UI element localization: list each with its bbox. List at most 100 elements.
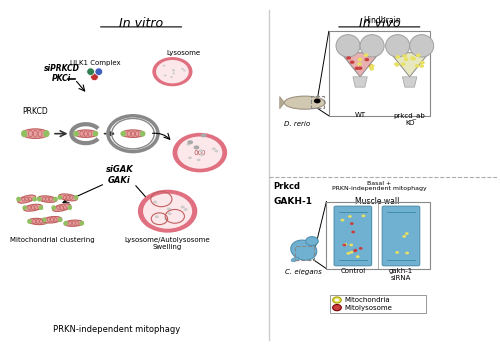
Text: PRKN-independent mitophagy: PRKN-independent mitophagy: [54, 326, 180, 335]
FancyBboxPatch shape: [334, 206, 372, 266]
Circle shape: [181, 205, 185, 209]
Text: GAKH-1: GAKH-1: [274, 197, 312, 206]
Circle shape: [370, 64, 374, 68]
Ellipse shape: [410, 35, 434, 57]
Ellipse shape: [93, 131, 98, 136]
Circle shape: [194, 145, 200, 149]
Text: Muscle wall: Muscle wall: [354, 197, 399, 206]
Circle shape: [181, 68, 184, 70]
Text: D. rerio: D. rerio: [284, 121, 310, 127]
Circle shape: [402, 54, 407, 58]
Circle shape: [138, 190, 196, 232]
Circle shape: [402, 235, 406, 238]
Circle shape: [172, 72, 175, 74]
Circle shape: [350, 244, 353, 246]
Text: Hindbrain: Hindbrain: [363, 16, 401, 25]
Ellipse shape: [28, 218, 48, 225]
Ellipse shape: [44, 130, 50, 137]
Ellipse shape: [336, 35, 360, 57]
Circle shape: [405, 232, 408, 235]
Ellipse shape: [37, 197, 42, 201]
Circle shape: [162, 65, 166, 66]
Circle shape: [167, 208, 172, 211]
Circle shape: [200, 150, 203, 152]
Ellipse shape: [80, 221, 84, 225]
Circle shape: [362, 215, 366, 217]
Circle shape: [354, 66, 360, 70]
Circle shape: [350, 61, 354, 64]
Bar: [326, 202, 430, 269]
Ellipse shape: [58, 194, 78, 201]
Ellipse shape: [90, 73, 98, 80]
Circle shape: [405, 252, 409, 254]
Text: gakh-1
siRNA: gakh-1 siRNA: [389, 268, 413, 281]
Polygon shape: [402, 77, 417, 87]
Ellipse shape: [74, 131, 78, 136]
Circle shape: [368, 65, 374, 69]
Circle shape: [212, 147, 216, 150]
Circle shape: [364, 54, 368, 57]
Text: Basal mitophagy: Basal mitophagy: [335, 296, 400, 305]
Circle shape: [356, 255, 360, 258]
Circle shape: [354, 250, 357, 252]
Circle shape: [364, 58, 369, 61]
Ellipse shape: [291, 240, 317, 260]
Ellipse shape: [28, 219, 32, 224]
Bar: [329, 32, 430, 116]
Ellipse shape: [22, 205, 27, 210]
Text: siGAK
GAKi: siGAK GAKi: [106, 165, 134, 185]
Text: Prkcd: Prkcd: [274, 182, 300, 190]
Circle shape: [153, 58, 192, 85]
Text: Lysosome: Lysosome: [166, 50, 200, 56]
Ellipse shape: [140, 131, 145, 136]
Circle shape: [350, 222, 354, 225]
Circle shape: [358, 66, 362, 70]
Ellipse shape: [42, 218, 46, 222]
Ellipse shape: [54, 197, 58, 201]
Polygon shape: [280, 97, 284, 109]
Circle shape: [394, 63, 400, 66]
Ellipse shape: [21, 130, 27, 137]
Circle shape: [410, 56, 415, 60]
Circle shape: [186, 143, 190, 146]
Ellipse shape: [52, 204, 71, 211]
Polygon shape: [353, 77, 368, 87]
Text: In vitro: In vitro: [119, 16, 163, 29]
Circle shape: [368, 64, 374, 68]
Circle shape: [404, 58, 408, 61]
Ellipse shape: [18, 195, 36, 203]
Circle shape: [178, 136, 222, 169]
Ellipse shape: [39, 205, 43, 210]
Circle shape: [332, 304, 342, 311]
Text: WT: WT: [354, 112, 366, 118]
Circle shape: [359, 247, 362, 250]
Circle shape: [200, 154, 203, 156]
Ellipse shape: [42, 217, 62, 223]
Text: In vivo: In vivo: [358, 16, 400, 29]
Ellipse shape: [95, 68, 102, 76]
Circle shape: [174, 134, 227, 172]
Ellipse shape: [122, 130, 144, 138]
Ellipse shape: [64, 221, 68, 225]
Circle shape: [167, 208, 171, 210]
Polygon shape: [390, 53, 429, 77]
Ellipse shape: [16, 197, 20, 201]
Ellipse shape: [87, 68, 94, 76]
Ellipse shape: [64, 220, 84, 226]
Circle shape: [411, 57, 416, 61]
Text: Mitolysosome: Mitolysosome: [344, 304, 392, 310]
Circle shape: [370, 67, 374, 71]
Circle shape: [183, 70, 186, 71]
Circle shape: [197, 159, 200, 161]
Ellipse shape: [32, 197, 37, 201]
Circle shape: [170, 76, 173, 78]
Circle shape: [420, 61, 425, 64]
Circle shape: [200, 149, 203, 152]
Ellipse shape: [52, 205, 56, 210]
Circle shape: [188, 156, 192, 159]
Ellipse shape: [44, 219, 48, 224]
Ellipse shape: [24, 204, 42, 211]
Ellipse shape: [386, 35, 409, 57]
Circle shape: [348, 215, 352, 218]
Circle shape: [332, 297, 342, 303]
